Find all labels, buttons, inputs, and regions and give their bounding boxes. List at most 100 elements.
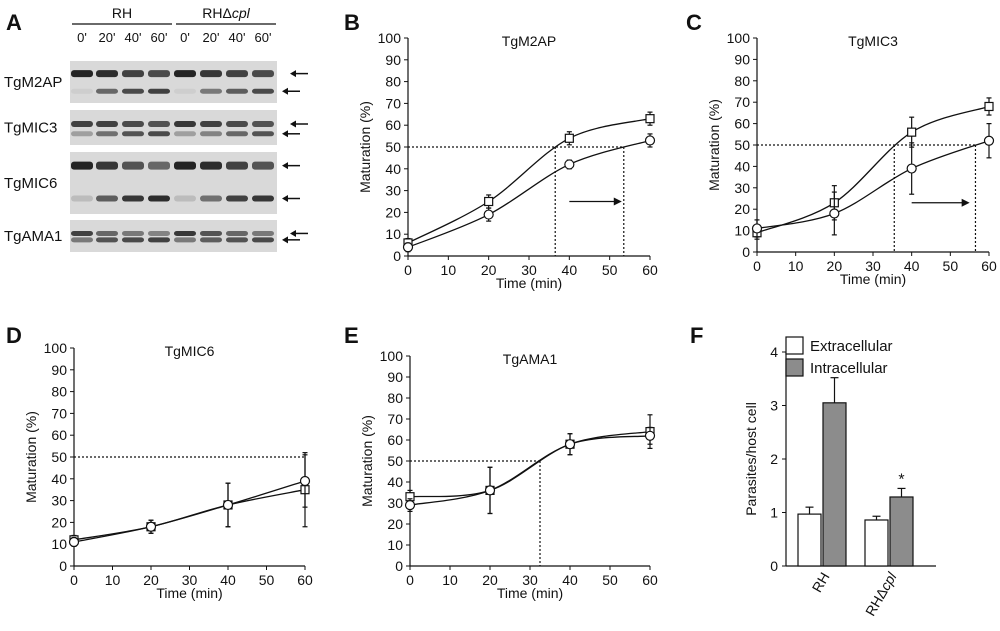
chart-c-y-tick-label: 90 <box>734 51 750 67</box>
blot-band <box>122 237 144 243</box>
blot-band <box>226 70 248 78</box>
chart-b-x-tick-label: 10 <box>441 262 457 278</box>
chart-f-bar-extracellular-1 <box>864 519 889 567</box>
chart-b-y-tick-label: 40 <box>385 161 401 177</box>
chart-b-y-tick-label: 90 <box>385 52 401 68</box>
blot-band <box>148 131 170 137</box>
chart-b-x-tick-label: 50 <box>602 262 618 278</box>
chart-e-title: TgAMA1 <box>503 351 558 367</box>
blot-band <box>71 195 93 202</box>
chart-f-y-tick-label: 0 <box>770 558 778 574</box>
blot-band <box>226 88 248 94</box>
chart-b-point-rh <box>484 196 494 207</box>
blot-timepoint-label: 40' <box>229 30 246 45</box>
chart-b-point-rh-cpl <box>483 209 494 220</box>
chart-f-bar-intracellular-0 <box>822 402 847 567</box>
blot-arrowhead <box>282 130 288 138</box>
chart-b-y-tick-label: 30 <box>385 183 401 199</box>
blot-band <box>96 88 118 94</box>
chart-d-y-tick-label: 60 <box>51 427 67 443</box>
chart-d-x-label: Time (min) <box>156 585 222 601</box>
blot-timepoint-label: 40' <box>125 30 142 45</box>
chart-b-y-tick-label: 50 <box>385 139 401 155</box>
chart-b-point-rh-cpl <box>564 159 575 170</box>
chart-d-y-label: Maturation (%) <box>23 411 39 503</box>
chart-b-y-tick-label: 0 <box>393 248 401 264</box>
chart-e-y-tick-label: 40 <box>387 474 403 490</box>
chart-d-y-tick-label: 0 <box>59 558 67 574</box>
chart-f-y-tick-label: 3 <box>770 398 778 414</box>
chart-e-y-tick-label: 80 <box>387 390 403 406</box>
chart-b-x-tick-label: 60 <box>642 262 658 278</box>
panel-f-chart: F 0 1 2 3 4 Parasites/host cell RH RHΔcpl * Extra… <box>690 323 936 619</box>
chart-b-x-label: Time (min) <box>496 275 562 291</box>
blot-band <box>252 121 274 127</box>
blot-label-tgmic3: TgMIC3 <box>4 120 57 137</box>
chart-c-y-tick-label: 80 <box>734 73 750 89</box>
chart-f-y-label: Parasites/host cell <box>743 402 759 516</box>
chart-d-x-tick-label: 30 <box>182 572 198 588</box>
chart-d-y-tick-label: 50 <box>51 449 67 465</box>
chart-d-y-tick-label: 90 <box>51 362 67 378</box>
blot-band <box>226 230 248 236</box>
chart-c-x-tick-label: 20 <box>827 258 843 274</box>
chart-d-y-tick-label: 100 <box>44 340 68 356</box>
chart-f-y-tick-label: 1 <box>770 505 778 521</box>
chart-d-x-tick-label: 60 <box>297 572 313 588</box>
chart-c-point-rh-cpl <box>983 135 995 146</box>
blot-band <box>226 121 248 127</box>
blot-band <box>252 88 274 94</box>
chart-f-legend-label-extracellular: Extracellular <box>810 338 893 355</box>
blot-band <box>96 195 118 202</box>
blot-band <box>96 70 118 78</box>
chart-e-point-rh-cpl <box>404 500 416 511</box>
chart-f-legend-label-intracellular: Intracellular <box>810 360 888 377</box>
panel-b-chart: B TgM2AP 0 10 20 30 40 50 60 70 80 90 100 0 10 20 30 40 5… <box>344 10 658 291</box>
blot-band <box>148 121 170 127</box>
chart-c-y-tick-label: 70 <box>734 94 750 110</box>
chart-e-y-tick-label: 30 <box>387 495 403 511</box>
blot-band <box>71 237 93 243</box>
chart-e-x-label: Time (min) <box>497 585 563 601</box>
chart-e-x-tick-label: 10 <box>442 572 458 588</box>
panel-label-f: F <box>690 323 703 348</box>
blot-band <box>174 121 196 127</box>
chart-d-point-rh-cpl <box>299 475 311 487</box>
blot-band <box>96 161 118 170</box>
chart-d-series-line-rh-cpl <box>73 480 306 543</box>
blot-band <box>200 230 222 236</box>
chart-d-point-rh-cpl <box>222 499 234 511</box>
chart-f-legend-swatch-extracellular <box>785 336 804 355</box>
blot-band <box>174 161 196 170</box>
blot-label-tgama1: TgAMA1 <box>4 228 62 245</box>
blot-arrowhead <box>290 70 296 78</box>
chart-f-y-tick-label: 4 <box>770 344 778 360</box>
chart-d-x-tick-label: 0 <box>70 572 78 588</box>
chart-f-category-label: RH <box>809 570 833 596</box>
blot-band <box>252 195 274 202</box>
blot-band <box>122 70 144 78</box>
blot-band <box>148 88 170 94</box>
chart-d-y-tick-label: 70 <box>51 405 67 421</box>
blot-band <box>71 70 93 78</box>
chart-b-point-rh <box>645 114 655 124</box>
blot-band <box>174 230 196 236</box>
chart-c-x-tick-label: 40 <box>904 258 920 274</box>
blot-band <box>122 230 144 236</box>
blot-group-label-rh-cpl: RHΔcpl <box>202 5 250 21</box>
chart-d-x-tick-label: 20 <box>143 572 159 588</box>
blot-band <box>96 131 118 137</box>
chart-e-x-tick-label: 30 <box>522 572 538 588</box>
blot-band <box>252 161 274 170</box>
chart-e-point-rh-cpl <box>484 485 496 496</box>
chart-d-point-rh-cpl <box>145 521 157 532</box>
chart-b-y-tick-label: 20 <box>385 204 401 220</box>
chart-b-x-tick-label: 0 <box>404 262 412 278</box>
blot-band <box>148 230 170 236</box>
chart-d-title: TgMIC6 <box>165 343 215 359</box>
blot-band <box>252 131 274 137</box>
panel-a-blots: A RH 0' 20' 40' 60' RHΔcpl 0' 20' 40' 60' TgM2AP Tg… <box>4 5 308 252</box>
blot-strip-tgama1 <box>70 220 277 252</box>
chart-b-point-rh-cpl <box>402 242 414 253</box>
chart-c-y-tick-label: 50 <box>734 137 750 153</box>
